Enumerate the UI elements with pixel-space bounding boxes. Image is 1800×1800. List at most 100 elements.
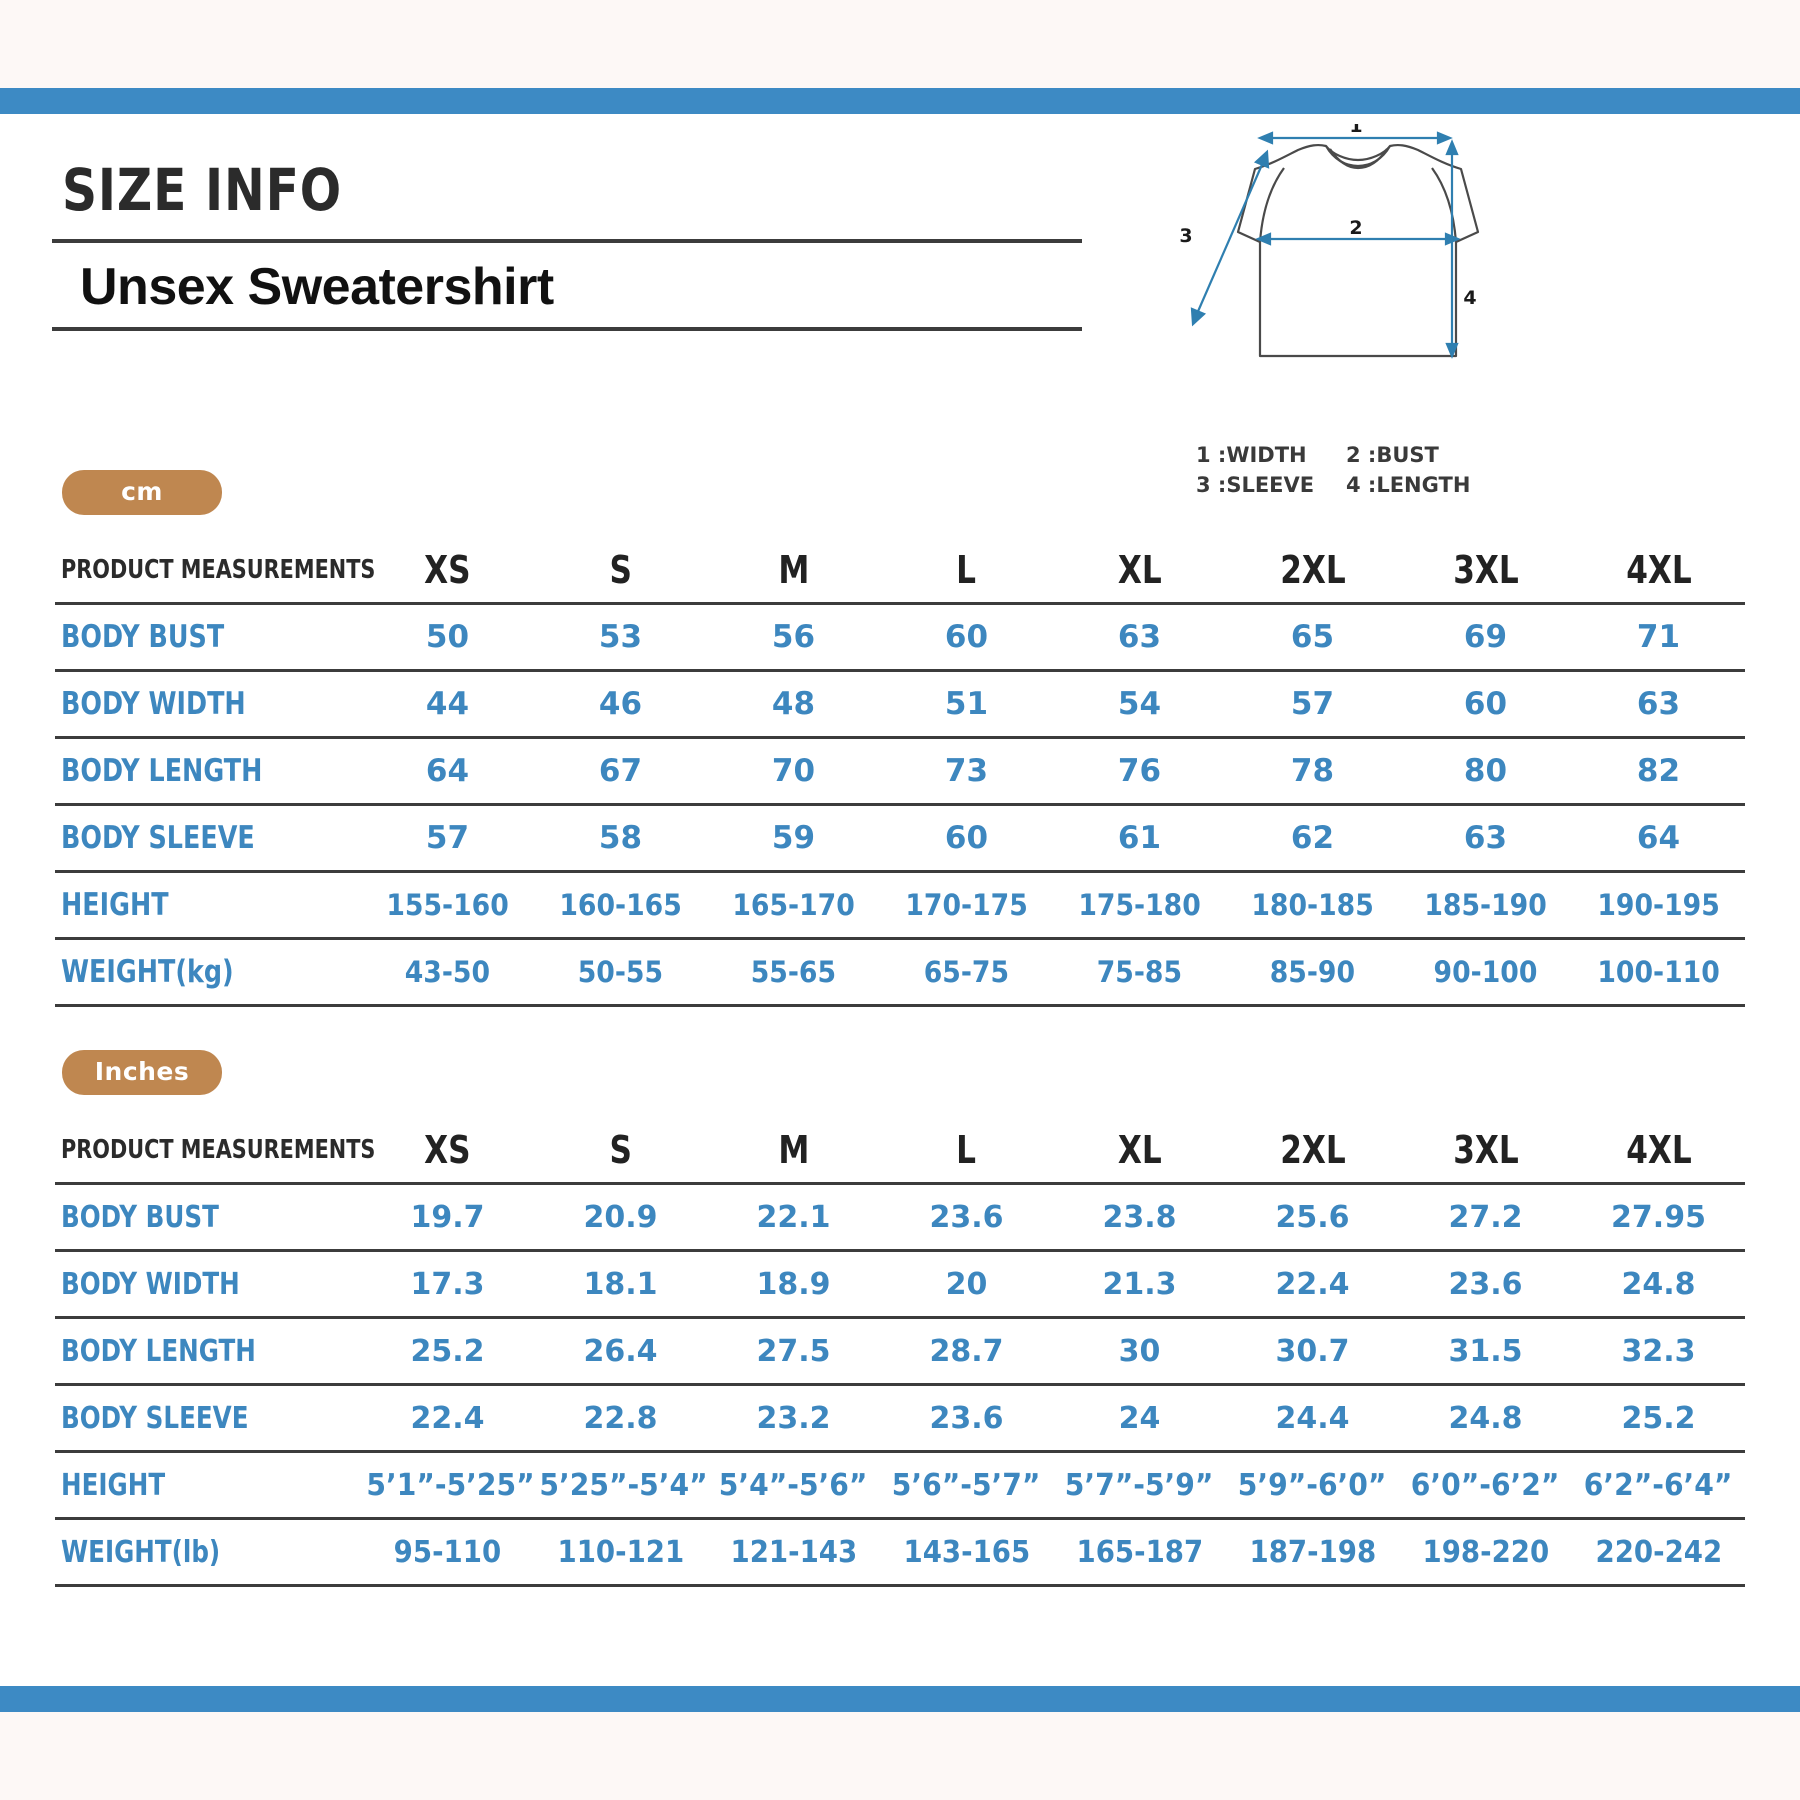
cell: 53 — [598, 619, 643, 655]
unit-badge-inches: Inches — [62, 1050, 222, 1095]
cell: 22.8 — [583, 1400, 658, 1436]
cell: 64 — [425, 753, 470, 789]
table-row: WEIGHT(lb) 95-110 110-121 121-143 143-16… — [55, 1519, 1745, 1586]
cell: 5’4”-5’6” — [719, 1467, 868, 1503]
cell: 24.8 — [1621, 1266, 1696, 1302]
top-blue-bar — [0, 88, 1800, 114]
cell: 27.95 — [1611, 1199, 1706, 1235]
column-header-s: S — [609, 1128, 632, 1172]
cell: 165-170 — [732, 888, 855, 922]
column-header-s: S — [609, 548, 632, 592]
cell: 63 — [1117, 619, 1162, 655]
column-header-xl: XL — [1117, 1128, 1162, 1172]
cell: 61 — [1117, 820, 1162, 856]
row-label: BODY SLEEVE — [61, 820, 255, 856]
cell: 175-180 — [1078, 888, 1201, 922]
legend-sleeve: 3 :SLEEVE — [1196, 473, 1315, 498]
cell: 78 — [1290, 753, 1335, 789]
cell: 75-85 — [1096, 955, 1183, 989]
table-row: BODY LENGTH 64 67 70 73 76 78 80 82 — [55, 738, 1745, 805]
legend-row: 3 :SLEEVE 4 :LENGTH — [1196, 470, 1526, 500]
cell: 51 — [944, 686, 989, 722]
cell: 5’1”-5’25” — [366, 1467, 535, 1503]
cell: 143-165 — [903, 1534, 1030, 1570]
cell: 69 — [1463, 619, 1508, 655]
table-row: BODY WIDTH 44 46 48 51 54 57 60 63 — [55, 671, 1745, 738]
row-label: BODY LENGTH — [61, 753, 263, 789]
table-row: HEIGHT 155-160 160-165 165-170 170-175 1… — [55, 872, 1745, 939]
cell: 95-110 — [393, 1534, 502, 1570]
cell: 170-175 — [905, 888, 1028, 922]
cell: 57 — [1290, 686, 1335, 722]
cell: 59 — [771, 820, 816, 856]
cell: 26.4 — [583, 1333, 658, 1369]
cell: 220-242 — [1595, 1534, 1722, 1570]
cell: 82 — [1636, 753, 1681, 789]
column-header-2xl: 2XL — [1279, 548, 1346, 592]
cell: 27.2 — [1448, 1199, 1523, 1235]
cell: 22.1 — [756, 1199, 831, 1235]
cell: 54 — [1117, 686, 1162, 722]
column-header-m: M — [777, 1128, 810, 1172]
cell: 30 — [1118, 1333, 1161, 1369]
cell: 28.7 — [929, 1333, 1004, 1369]
column-header-measurements: PRODUCT MEASUREMENTS — [61, 1135, 376, 1165]
cell: 32.3 — [1621, 1333, 1696, 1369]
measurement-arrows — [1190, 131, 1461, 359]
cell: 71 — [1636, 619, 1681, 655]
row-label: BODY WIDTH — [61, 686, 246, 722]
cell: 24.8 — [1448, 1400, 1523, 1436]
column-header-l: L — [956, 548, 977, 592]
cell: 160-165 — [559, 888, 682, 922]
column-header-measurements: PRODUCT MEASUREMENTS — [61, 555, 376, 585]
cell: 18.9 — [756, 1266, 831, 1302]
cell: 110-121 — [557, 1534, 684, 1570]
cell: 6’2”-6’4” — [1584, 1467, 1733, 1503]
cell: 80 — [1463, 753, 1508, 789]
marker-3-label: 3 — [1179, 225, 1192, 247]
row-label: WEIGHT(lb) — [61, 1534, 221, 1570]
cell: 63 — [1636, 686, 1681, 722]
column-header-m: M — [777, 548, 810, 592]
cell: 90-100 — [1433, 955, 1538, 989]
diagram-legend: 1 :WIDTH 2 :BUST 3 :SLEEVE 4 :LENGTH — [1196, 440, 1526, 501]
table-row: BODY SLEEVE 57 58 59 60 61 62 63 64 — [55, 805, 1745, 872]
column-header-4xl: 4XL — [1625, 1128, 1692, 1172]
cell: 180-185 — [1251, 888, 1374, 922]
column-header-xs: XS — [424, 548, 471, 592]
title-divider-top — [52, 238, 1082, 243]
cell: 19.7 — [410, 1199, 485, 1235]
cell: 6’0”-6’2” — [1411, 1467, 1560, 1503]
legend-row: 1 :WIDTH 2 :BUST — [1196, 440, 1526, 470]
cell: 20.9 — [583, 1199, 658, 1235]
row-label: BODY BUST — [61, 619, 225, 655]
cell: 5’25”-5’4” — [539, 1467, 708, 1503]
legend-length: 4 :LENGTH — [1346, 473, 1471, 498]
cell: 55-65 — [750, 955, 837, 989]
marker-1-label: 1 — [1349, 124, 1362, 137]
cell: 165-187 — [1076, 1534, 1203, 1570]
row-label: HEIGHT — [61, 887, 169, 923]
product-subtitle: Unsex Sweatershirt — [80, 257, 554, 316]
bottom-blue-bar — [0, 1686, 1800, 1712]
cell: 63 — [1463, 820, 1508, 856]
cell: 48 — [771, 686, 816, 722]
cell: 23.2 — [756, 1400, 831, 1436]
cell: 198-220 — [1422, 1534, 1549, 1570]
cell: 22.4 — [1275, 1266, 1350, 1302]
cell: 5’9”-6’0” — [1238, 1467, 1387, 1503]
table-row: BODY WIDTH 17.3 18.1 18.9 20 21.3 22.4 2… — [55, 1251, 1745, 1318]
cell: 30.7 — [1275, 1333, 1350, 1369]
size-table-inches: PRODUCT MEASUREMENTS XS S M L XL 2XL 3XL… — [55, 1118, 1745, 1587]
column-header-xs: XS — [424, 1128, 471, 1172]
table-row: WEIGHT(kg) 43-50 50-55 55-65 65-75 75-85… — [55, 939, 1745, 1006]
row-label: BODY LENGTH — [61, 1333, 256, 1369]
page-title: SIZE INFO — [62, 156, 342, 224]
cell: 46 — [598, 686, 643, 722]
cell: 5’7”-5’9” — [1065, 1467, 1214, 1503]
cell: 85-90 — [1269, 955, 1356, 989]
content-panel — [0, 114, 1800, 1686]
cell: 65-75 — [923, 955, 1010, 989]
column-header-l: L — [956, 1128, 977, 1172]
